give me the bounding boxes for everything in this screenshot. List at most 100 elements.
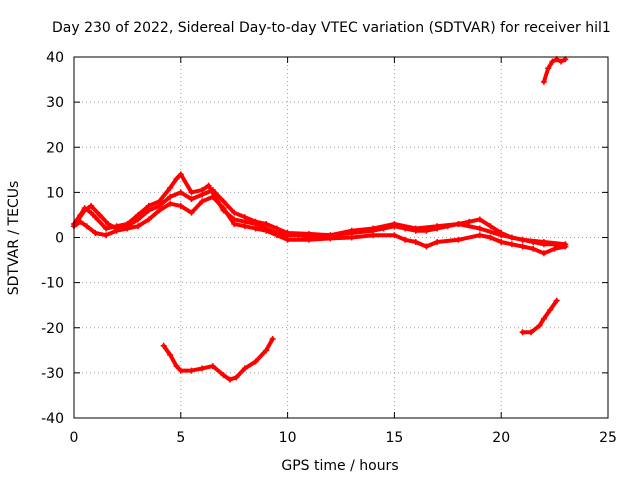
data-point [75,216,82,223]
data-point [135,216,142,223]
data-point [231,220,238,227]
data-point [188,209,195,216]
data-point [177,189,184,196]
data-point [487,234,494,241]
x-tick-label: 15 [385,430,403,446]
y-tick-label: -20 [41,321,64,337]
data-point [327,232,334,239]
data-point [220,205,227,212]
data-point [226,376,233,383]
y-tick-label: -10 [41,276,64,292]
x-tick-label: 10 [279,430,297,446]
data-point [530,245,537,252]
data-point [284,229,291,236]
data-point [145,216,152,223]
data-point [348,227,355,234]
series-line-late-high-segment [541,57,568,84]
data-point [252,225,259,232]
data-point [88,202,95,209]
x-tick-label: 5 [176,430,185,446]
data-point [370,232,377,239]
data-point [540,315,547,322]
data-point [553,297,560,304]
data-point [519,243,526,250]
data-point [160,342,167,349]
data-point [233,374,240,381]
data-point [508,241,515,248]
data-point [263,220,270,227]
data-point [156,202,163,209]
data-point [199,365,206,372]
y-axis-title: SDTVAR / TECUs [6,181,22,296]
data-point [551,245,558,252]
data-point [466,218,473,225]
data-point [105,220,112,227]
data-point [519,236,526,243]
data-point [209,187,216,194]
data-point [173,175,180,182]
data-point [88,209,95,216]
data-point [188,367,195,374]
data-point [455,220,462,227]
data-point [92,214,99,221]
y-tick-label: 10 [46,185,64,201]
data-point [241,223,248,230]
y-tick-label: 40 [46,50,64,66]
data-point [412,239,419,246]
data-point [188,196,195,203]
data-point [284,236,291,243]
data-point [263,347,270,354]
x-tick-label: 0 [70,430,79,446]
x-tick-label: 20 [492,430,510,446]
data-point [540,250,547,257]
data-point [434,223,441,230]
data-point [209,193,216,200]
data-point [269,336,276,343]
data-point [220,372,227,379]
data-point [177,171,184,178]
chart-title: Day 230 of 2022, Sidereal Day-to-day VTE… [52,20,611,36]
data-point [476,216,483,223]
data-point [167,200,174,207]
axis-ticks: 0 5 10 15 20 25 -40 -30 -20 -10 0 10 20 30 40 [41,50,617,446]
data-point [305,236,312,243]
data-point [476,225,483,232]
x-axis-title: GPS time / hours [281,458,398,474]
data-point [455,236,462,243]
data-point [113,225,120,232]
data-point [135,223,142,230]
data-point [92,229,99,236]
data-point [83,223,90,230]
data-point [263,227,270,234]
data-point [391,220,398,227]
data-point [96,211,103,218]
data-point [305,230,312,237]
y-tick-label: 20 [46,140,64,156]
y-tick-label: 30 [46,95,64,111]
data-point [423,243,430,250]
data-point [209,363,216,370]
data-point [252,218,259,225]
data-point [547,306,554,313]
data-point [231,209,238,216]
data-point [370,225,377,232]
data-point [540,78,547,85]
data-point [273,232,280,239]
data-point [402,236,409,243]
data-point [549,58,556,65]
data-point [205,182,212,189]
y-tick-label: -40 [41,411,64,427]
data-point [252,358,259,365]
data-point [498,239,505,246]
data-point [519,329,526,336]
data-point [81,207,88,214]
data-point [545,65,552,72]
data-point [188,189,195,196]
y-tick-label: -30 [41,366,64,382]
y-tick-label: 0 [55,231,64,247]
data-point [528,329,535,336]
data-point [241,214,248,221]
data-point [434,239,441,246]
data-point [558,58,565,65]
